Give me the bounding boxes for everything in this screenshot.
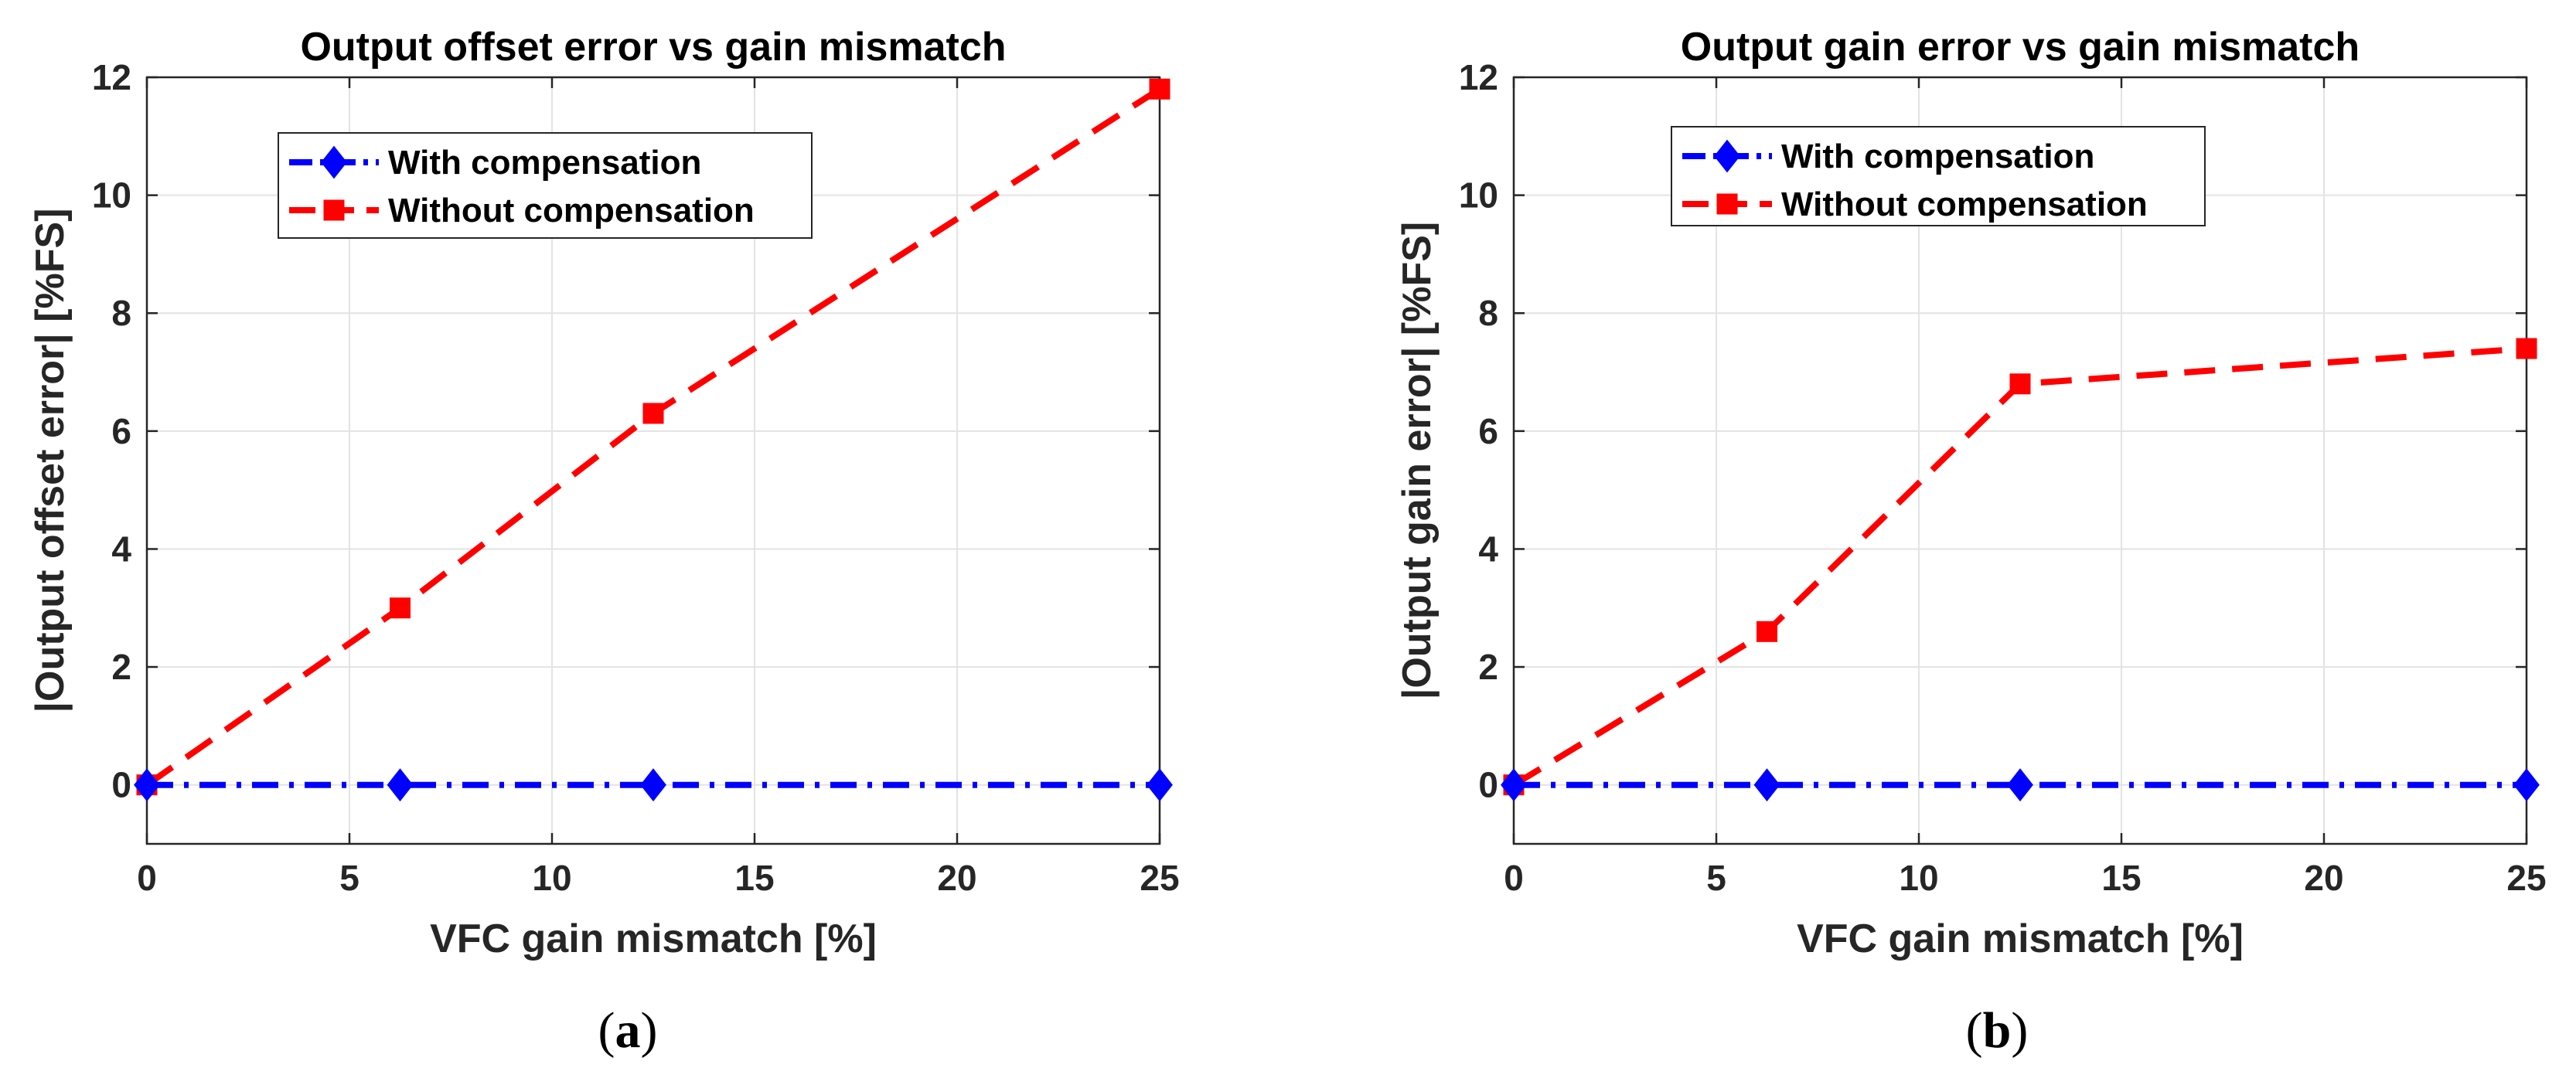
legend-box <box>278 132 813 239</box>
y-tick-label: 10 <box>92 175 131 216</box>
data-point <box>387 768 414 802</box>
y-tick-label: 12 <box>1459 57 1498 97</box>
x-tick-label: 5 <box>1706 858 1726 898</box>
y-tick-label: 4 <box>111 529 131 569</box>
data-point <box>2516 338 2537 359</box>
chart-panel-b: 0 5 10 15 20 25 0 2 4 6 8 10 12 Output gain error vs … <box>1395 25 2547 1059</box>
data-point <box>2513 768 2540 802</box>
y-tick-label: 0 <box>1478 765 1498 805</box>
legend-marker <box>323 199 345 221</box>
data-point <box>642 403 664 424</box>
data-point <box>1501 768 1527 802</box>
data-point <box>1753 768 1780 802</box>
caption-paren-open: ( <box>598 1002 615 1059</box>
y-axis-label: |Output gain error| [%FS] <box>1395 222 1440 699</box>
legend-label: Without compensation <box>1781 185 2148 223</box>
x-tick-label: 25 <box>2506 858 2546 898</box>
x-axis-label: VFC gain mismatch [%] <box>1797 916 2244 961</box>
x-tick-label: 25 <box>1140 858 1179 898</box>
axes-box <box>1512 76 2528 845</box>
chart-panel-a: 0 5 10 15 20 25 0 2 4 6 8 10 12 Output offset error v… <box>28 25 1180 1059</box>
x-tick-label: 0 <box>1504 858 1524 898</box>
x-tick-label: 15 <box>734 858 774 898</box>
data-point <box>2009 373 2031 395</box>
data-point <box>640 768 666 802</box>
y-tick-label: 10 <box>1459 175 1498 216</box>
x-axis-label: VFC gain mismatch [%] <box>430 916 877 961</box>
data-point <box>2007 768 2033 802</box>
y-tick-label: 2 <box>111 647 131 687</box>
chart-title: Output offset error vs gain mismatch <box>300 25 1006 70</box>
x-tick-label: 20 <box>937 858 976 898</box>
x-tick-label: 20 <box>2304 858 2343 898</box>
legend-marker <box>321 145 347 179</box>
panel-caption: (a) <box>598 1002 658 1059</box>
caption-letter: a <box>615 1002 641 1059</box>
data-point <box>390 597 411 619</box>
y-axis-label: |Output offset error| [%FS] <box>28 208 73 712</box>
legend-marker <box>1714 139 1740 173</box>
series-with-compensation <box>1501 768 2540 802</box>
y-tick-label: 12 <box>92 57 131 97</box>
caption-paren-close: ) <box>641 1002 658 1059</box>
legend-marker <box>1716 193 1738 215</box>
data-point <box>1149 78 1170 100</box>
data-point <box>1757 621 1777 642</box>
x-tick-label: 10 <box>532 858 571 898</box>
legend: With compensation Without compensation <box>278 132 813 239</box>
y-tick-label: 6 <box>111 411 131 451</box>
legend-label: With compensation <box>1781 138 2094 175</box>
legend-label: With compensation <box>388 144 701 182</box>
data-point <box>1147 768 1173 802</box>
axes-box <box>145 76 1161 845</box>
data-point <box>134 768 160 802</box>
caption-paren-open: ( <box>1966 1002 1983 1059</box>
y-tick-label: 6 <box>1478 411 1498 451</box>
x-tick-label: 5 <box>339 858 359 898</box>
caption-letter: b <box>1983 1002 2012 1059</box>
y-tick-label: 8 <box>1478 293 1498 333</box>
y-tick-label: 8 <box>111 293 131 333</box>
panel-caption: (b) <box>1966 1002 2029 1059</box>
legend-label: Without compensation <box>388 192 755 230</box>
legend-box <box>1671 126 2206 226</box>
caption-paren-close: ) <box>2011 1002 2028 1059</box>
x-tick-label: 0 <box>137 858 157 898</box>
x-tick-label: 10 <box>1899 858 1938 898</box>
series-line <box>145 86 1162 787</box>
x-tick-label: 15 <box>2101 858 2141 898</box>
legend: With compensation Without compensation <box>1671 126 2206 226</box>
series-line <box>1511 345 2527 788</box>
chart-title: Output gain error vs gain mismatch <box>1681 25 2360 70</box>
y-tick-label: 4 <box>1478 529 1498 569</box>
y-tick-label: 0 <box>111 765 131 805</box>
y-tick-label: 2 <box>1478 647 1498 687</box>
series-with-compensation <box>134 768 1173 802</box>
